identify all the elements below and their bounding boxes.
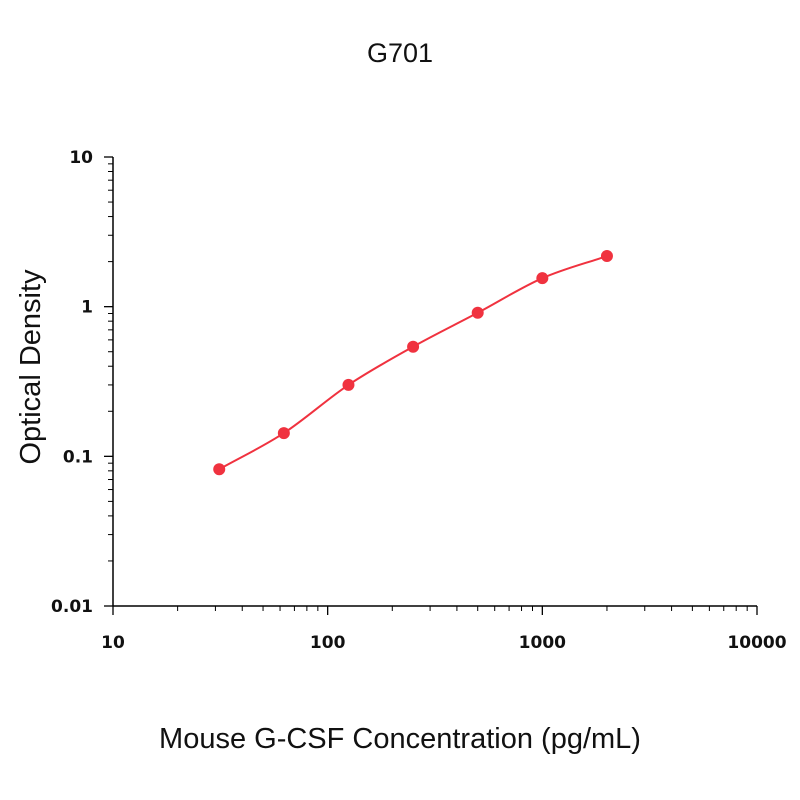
y-tick-label: 1 [81, 298, 93, 318]
data-point [213, 463, 226, 476]
data-point [600, 250, 613, 263]
y-tick-label: 0.01 [51, 597, 93, 617]
x-tick-label: 1000 [519, 633, 566, 653]
data-point [471, 306, 484, 319]
x-tick-label: 100 [310, 633, 346, 653]
y-tick-label: 10 [69, 148, 93, 168]
x-tick-label: 10 [101, 633, 125, 653]
axis-ticks [104, 156, 758, 615]
data-point [277, 427, 290, 440]
y-axis-label: Optical Density [15, 269, 47, 465]
chart-title: G701 [367, 38, 433, 68]
tick-labels: 10 100 1000 10000 0.01 0.1 1 10 [51, 148, 787, 653]
x-axis-label: Mouse G-CSF Concentration (pg/mL) [159, 723, 641, 755]
fit-curve [218, 255, 608, 471]
y-tick-label: 0.1 [63, 447, 93, 467]
x-tick-label: 10000 [727, 633, 786, 653]
data-point [342, 378, 355, 391]
data-points [213, 250, 613, 476]
data-point [407, 340, 420, 353]
data-point [536, 272, 549, 285]
